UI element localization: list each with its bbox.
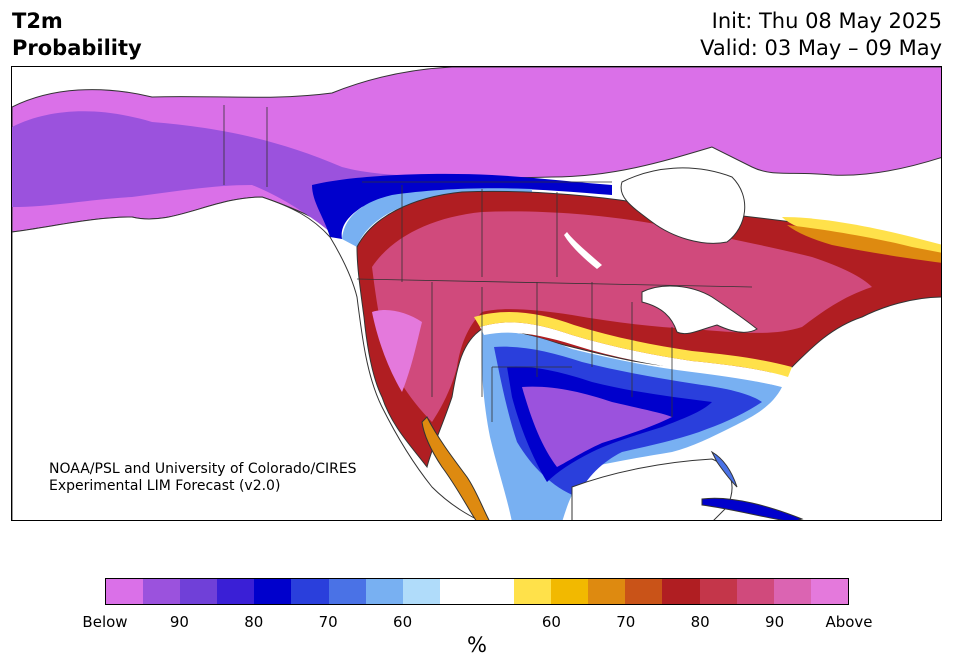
title-line-2: Probability [12, 36, 142, 60]
colorbar-tick-label: 70 [616, 613, 636, 631]
colorbar-segment [625, 579, 663, 604]
great-lakes [641, 285, 758, 335]
colorbar-segment [439, 579, 477, 604]
credit-line-1: NOAA/PSL and University of Colorado/CIRE… [49, 461, 357, 477]
map-title: T2m Probability [12, 8, 142, 62]
init-date: Init: Thu 08 May 2025 [711, 9, 942, 33]
colorbar-segment [773, 579, 811, 604]
colorbar-segment [328, 579, 366, 604]
colorbar-segment [180, 579, 218, 604]
colorbar-tick-label: Above [825, 613, 873, 631]
title-line-1: T2m [12, 9, 63, 33]
florida-peninsula [710, 450, 738, 488]
colorbar-tick-label: 90 [765, 613, 785, 631]
band-above-90 [372, 211, 872, 422]
hudson-bay [620, 167, 746, 244]
cuba [701, 497, 804, 520]
colorbar-segment [514, 579, 552, 604]
colorbar-segment [365, 579, 403, 604]
colorbar-tick-label: 60 [541, 613, 561, 631]
colorbar [105, 578, 849, 605]
colorbar-tick-label: 70 [318, 613, 338, 631]
forecast-dates: Init: Thu 08 May 2025 Valid: 03 May – 09… [700, 8, 942, 62]
colorbar-segment [662, 579, 700, 604]
colorbar-unit: % [467, 633, 487, 657]
colorbar-tick-label: 80 [690, 613, 710, 631]
colorbar-segment [254, 579, 292, 604]
band-above-strong [372, 310, 422, 392]
colorbar-segment [810, 579, 848, 604]
map-canvas [12, 67, 941, 520]
colorbar-segment [736, 579, 774, 604]
colorbar-tick-label: 90 [169, 613, 189, 631]
baja-above [421, 416, 490, 520]
valid-range: Valid: 03 May – 09 May [700, 36, 942, 60]
probability-map [11, 66, 942, 521]
colorbar-segment [551, 579, 589, 604]
band-south-below-90 [522, 386, 672, 467]
political-boundaries [223, 105, 753, 422]
band-neutral-transition [480, 322, 787, 387]
lake-winnipeg [564, 232, 602, 269]
pacific-ocean [12, 196, 480, 520]
colorbar-segment [143, 579, 181, 604]
band-below-80 [312, 173, 612, 239]
colorbar-segment [217, 579, 255, 604]
colorbar-segment [699, 579, 737, 604]
colorbar-tick-label: Below [82, 613, 128, 631]
colorbar-segment [106, 579, 144, 604]
band-above-70 [787, 225, 941, 263]
colorbar-segment [291, 579, 329, 604]
map-credit: NOAA/PSL and University of Colorado/CIRE… [49, 461, 357, 495]
colorbar-segment [588, 579, 626, 604]
colorbar-tick-label: 80 [244, 613, 264, 631]
band-above-transition [474, 311, 792, 377]
band-below-60 [342, 188, 532, 247]
colorbar-segment [476, 579, 515, 604]
credit-line-2: Experimental LIM Forecast (v2.0) [49, 478, 281, 494]
colorbar-segment [402, 579, 440, 604]
colorbar-tick-label: 60 [393, 613, 413, 631]
